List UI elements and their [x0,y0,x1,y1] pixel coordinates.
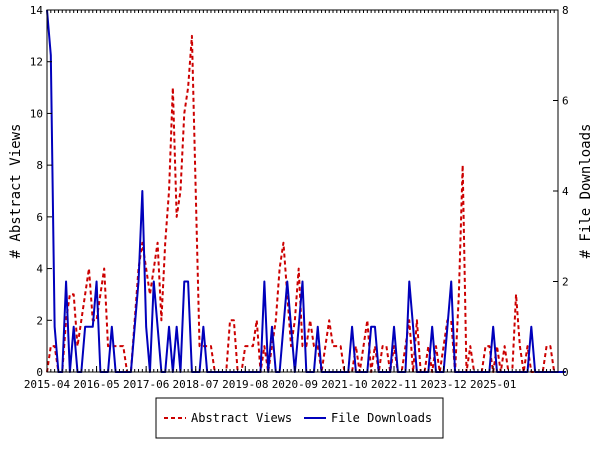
right-y-tick-label: 6 [562,95,569,108]
left-y-tick-label: 4 [36,263,43,276]
legend-label-abstract-views: Abstract Views [191,411,292,425]
left-y-axis-ticks: 0 2 4 6 8 10 12 14 [30,4,52,379]
left-y-axis-title: # Abstract Views [8,124,24,259]
legend: Abstract Views File Downloads [155,397,444,439]
right-y-axis-title: # File Downloads [578,124,594,259]
x-tick-label: 2017-06 [123,378,169,391]
left-y-tick-label: 14 [30,4,44,17]
left-y-tick-label: 12 [30,56,43,69]
left-y-tick-label: 10 [30,107,43,120]
x-minor-ticks [46,10,559,372]
legend-label-file-downloads: File Downloads [331,411,432,425]
left-y-tick-label: 0 [36,366,43,379]
right-y-tick-label: 8 [562,4,569,17]
left-y-tick-label: 8 [36,159,43,172]
right-y-tick-label: 4 [562,185,569,198]
left-y-tick-label: 6 [36,211,43,224]
x-tick-label: 2021-10 [321,378,367,391]
x-tick-label: 2025-01 [470,378,516,391]
x-tick-label: 2020-09 [272,378,318,391]
x-tick-label: 2015-04 [24,378,71,391]
x-tick-label: 2023-12 [420,378,466,391]
right-y-axis-ticks: 0 2 4 6 8 [553,4,569,379]
x-tick-label: 2022-11 [371,378,417,391]
x-axis-ticks: 2015-04 2016-05 2017-06 2018-07 2019-08 2020-… [24,366,516,391]
plot-background [47,10,558,372]
right-y-tick-label: 0 [562,366,569,379]
legend-box [155,397,444,439]
x-tick-label: 2018-07 [173,378,219,391]
right-y-tick-label: 2 [562,276,569,289]
x-tick-label: 2019-08 [222,378,268,391]
x-tick-label: 2016-05 [73,378,119,391]
left-y-tick-label: 2 [36,314,43,327]
